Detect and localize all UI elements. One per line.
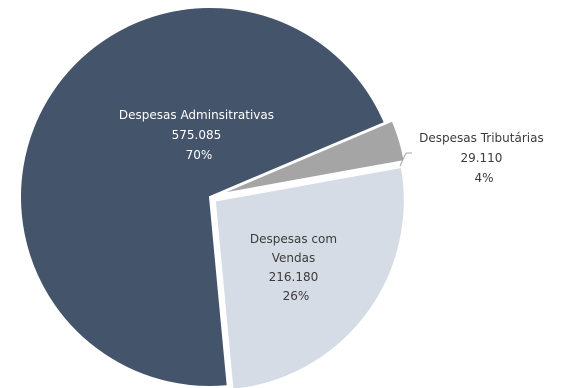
label-admin-value: 575.085 <box>172 128 222 142</box>
label-admin-percent: 70% <box>186 148 213 162</box>
label-admin-name: Despesas Adminsitrativas <box>119 108 274 122</box>
pie-slice-despesas-adminsitrativas <box>19 6 387 388</box>
label-vendas-value: 216.180 <box>269 270 319 284</box>
leader-line-tributarias <box>399 152 407 167</box>
label-tributarias: Despesas Tributárias 29.110 4% <box>419 127 549 185</box>
label-vendas-percent: 26% <box>283 289 310 303</box>
label-vendas-name-1: Despesas com <box>250 232 337 246</box>
label-tributarias-percent: 4% <box>474 171 493 185</box>
pie-slice-despesas-tribut-rias <box>217 119 406 196</box>
label-vendas-name-2: Vendas <box>272 251 316 265</box>
label-tributarias-name: Despesas Tributárias <box>419 131 544 145</box>
label-admin: Despesas Adminsitrativas 575.085 70% <box>119 104 279 162</box>
label-tributarias-value: 29.110 <box>460 151 502 165</box>
pie-slice-despesas-com-vendas <box>213 165 406 388</box>
pie-slices <box>19 6 406 388</box>
label-vendas: Despesas com Vendas 216.180 26% <box>250 228 342 303</box>
